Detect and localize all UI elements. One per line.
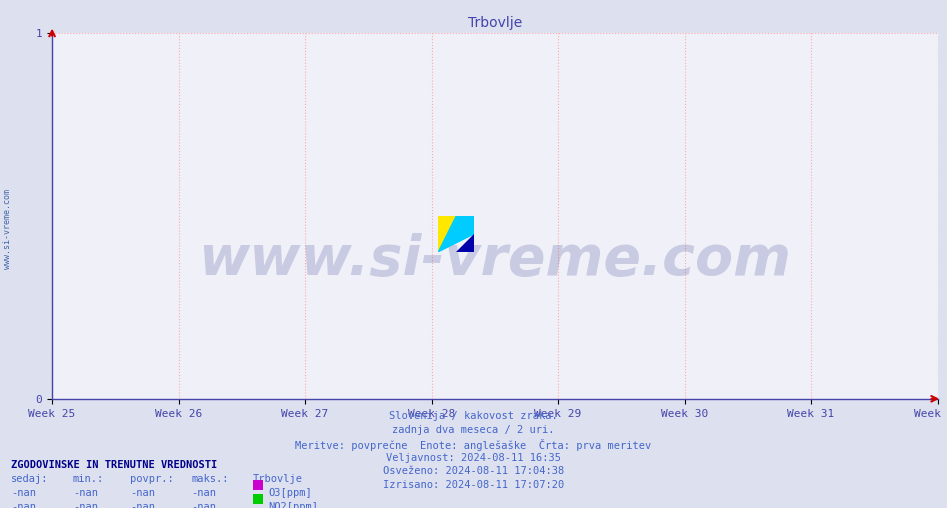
Text: -nan: -nan: [191, 488, 216, 498]
Text: zadnja dva meseca / 2 uri.: zadnja dva meseca / 2 uri.: [392, 425, 555, 435]
Text: ZGODOVINSKE IN TRENUTNE VREDNOSTI: ZGODOVINSKE IN TRENUTNE VREDNOSTI: [11, 460, 218, 470]
Text: -nan: -nan: [11, 488, 36, 498]
Text: -nan: -nan: [191, 502, 216, 508]
Text: -nan: -nan: [130, 488, 154, 498]
Text: -nan: -nan: [130, 502, 154, 508]
Text: Izrisano: 2024-08-11 17:07:20: Izrisano: 2024-08-11 17:07:20: [383, 480, 564, 490]
Text: -nan: -nan: [73, 488, 98, 498]
Text: sedaj:: sedaj:: [11, 474, 49, 484]
Polygon shape: [456, 216, 474, 234]
Text: O3[ppm]: O3[ppm]: [268, 488, 312, 498]
Text: www.si-vreme.com: www.si-vreme.com: [3, 188, 12, 269]
Title: Trbovlje: Trbovlje: [468, 16, 522, 30]
Text: maks.:: maks.:: [191, 474, 229, 484]
Text: -nan: -nan: [11, 502, 36, 508]
Text: -nan: -nan: [73, 502, 98, 508]
Text: Slovenija / kakovost zraka.: Slovenija / kakovost zraka.: [389, 411, 558, 422]
Polygon shape: [456, 234, 474, 251]
Text: Osveženo: 2024-08-11 17:04:38: Osveženo: 2024-08-11 17:04:38: [383, 466, 564, 477]
Text: povpr.:: povpr.:: [130, 474, 173, 484]
Text: Meritve: povprečne  Enote: anglešaške  Črta: prva meritev: Meritve: povprečne Enote: anglešaške Črt…: [295, 439, 652, 451]
Text: Trbovlje: Trbovlje: [253, 474, 303, 484]
Text: NO2[ppm]: NO2[ppm]: [268, 502, 318, 508]
Polygon shape: [438, 216, 456, 251]
Text: Veljavnost: 2024-08-11 16:35: Veljavnost: 2024-08-11 16:35: [386, 453, 561, 463]
Polygon shape: [438, 216, 474, 251]
Text: www.si-vreme.com: www.si-vreme.com: [198, 233, 792, 287]
Text: min.:: min.:: [73, 474, 104, 484]
